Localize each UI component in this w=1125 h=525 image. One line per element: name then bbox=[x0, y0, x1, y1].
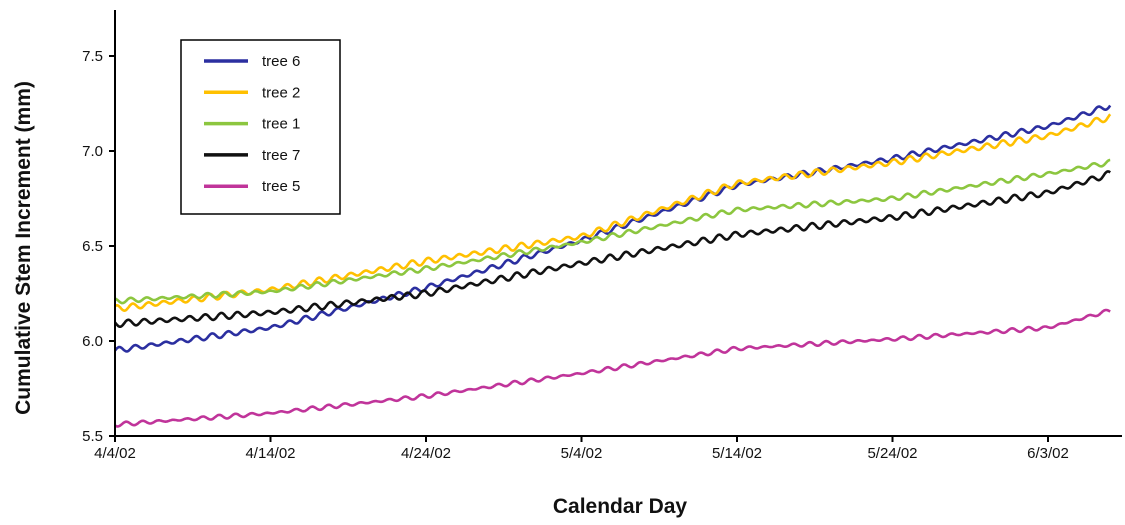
legend-label: tree 2 bbox=[262, 84, 300, 101]
y-tick-label: 7.0 bbox=[82, 143, 103, 160]
legend-label: tree 7 bbox=[262, 147, 300, 164]
x-tick-label: 4/24/02 bbox=[401, 445, 451, 462]
legend: tree 6 tree 2 tree 1 tree 7 tree 5 bbox=[180, 39, 341, 215]
y-tick-label: 7.5 bbox=[82, 48, 103, 65]
x-tick-label: 5/4/02 bbox=[561, 445, 603, 462]
y-tick-label: 6.0 bbox=[82, 333, 103, 350]
legend-label: tree 6 bbox=[262, 53, 300, 70]
x-tick-label: 5/14/02 bbox=[712, 445, 762, 462]
axes: 5.5 6.0 6.5 7.0 7.5 4/4/02 4/14/02 4/24/02 5/4/0… bbox=[82, 10, 1122, 462]
legend-label: tree 5 bbox=[262, 178, 300, 195]
series-line-tree-7 bbox=[114, 170, 1111, 328]
series-layer bbox=[114, 104, 1112, 428]
x-tick-label: 6/3/02 bbox=[1027, 445, 1069, 462]
x-tick-label: 4/4/02 bbox=[94, 445, 136, 462]
legend-label: tree 1 bbox=[262, 116, 300, 133]
series-line-tree-1 bbox=[114, 158, 1111, 305]
x-tick-label: 5/24/02 bbox=[867, 445, 917, 462]
series-line-tree-5 bbox=[114, 308, 1111, 428]
x-tick-label: 4/14/02 bbox=[245, 445, 295, 462]
y-axis-title: Cumulative Stem Increment (mm) bbox=[12, 81, 35, 415]
y-tick-label: 6.5 bbox=[82, 238, 103, 255]
y-tick-label: 5.5 bbox=[82, 428, 103, 445]
series-line-tree-6 bbox=[114, 104, 1112, 353]
x-axis-title: Calendar Day bbox=[553, 495, 688, 518]
